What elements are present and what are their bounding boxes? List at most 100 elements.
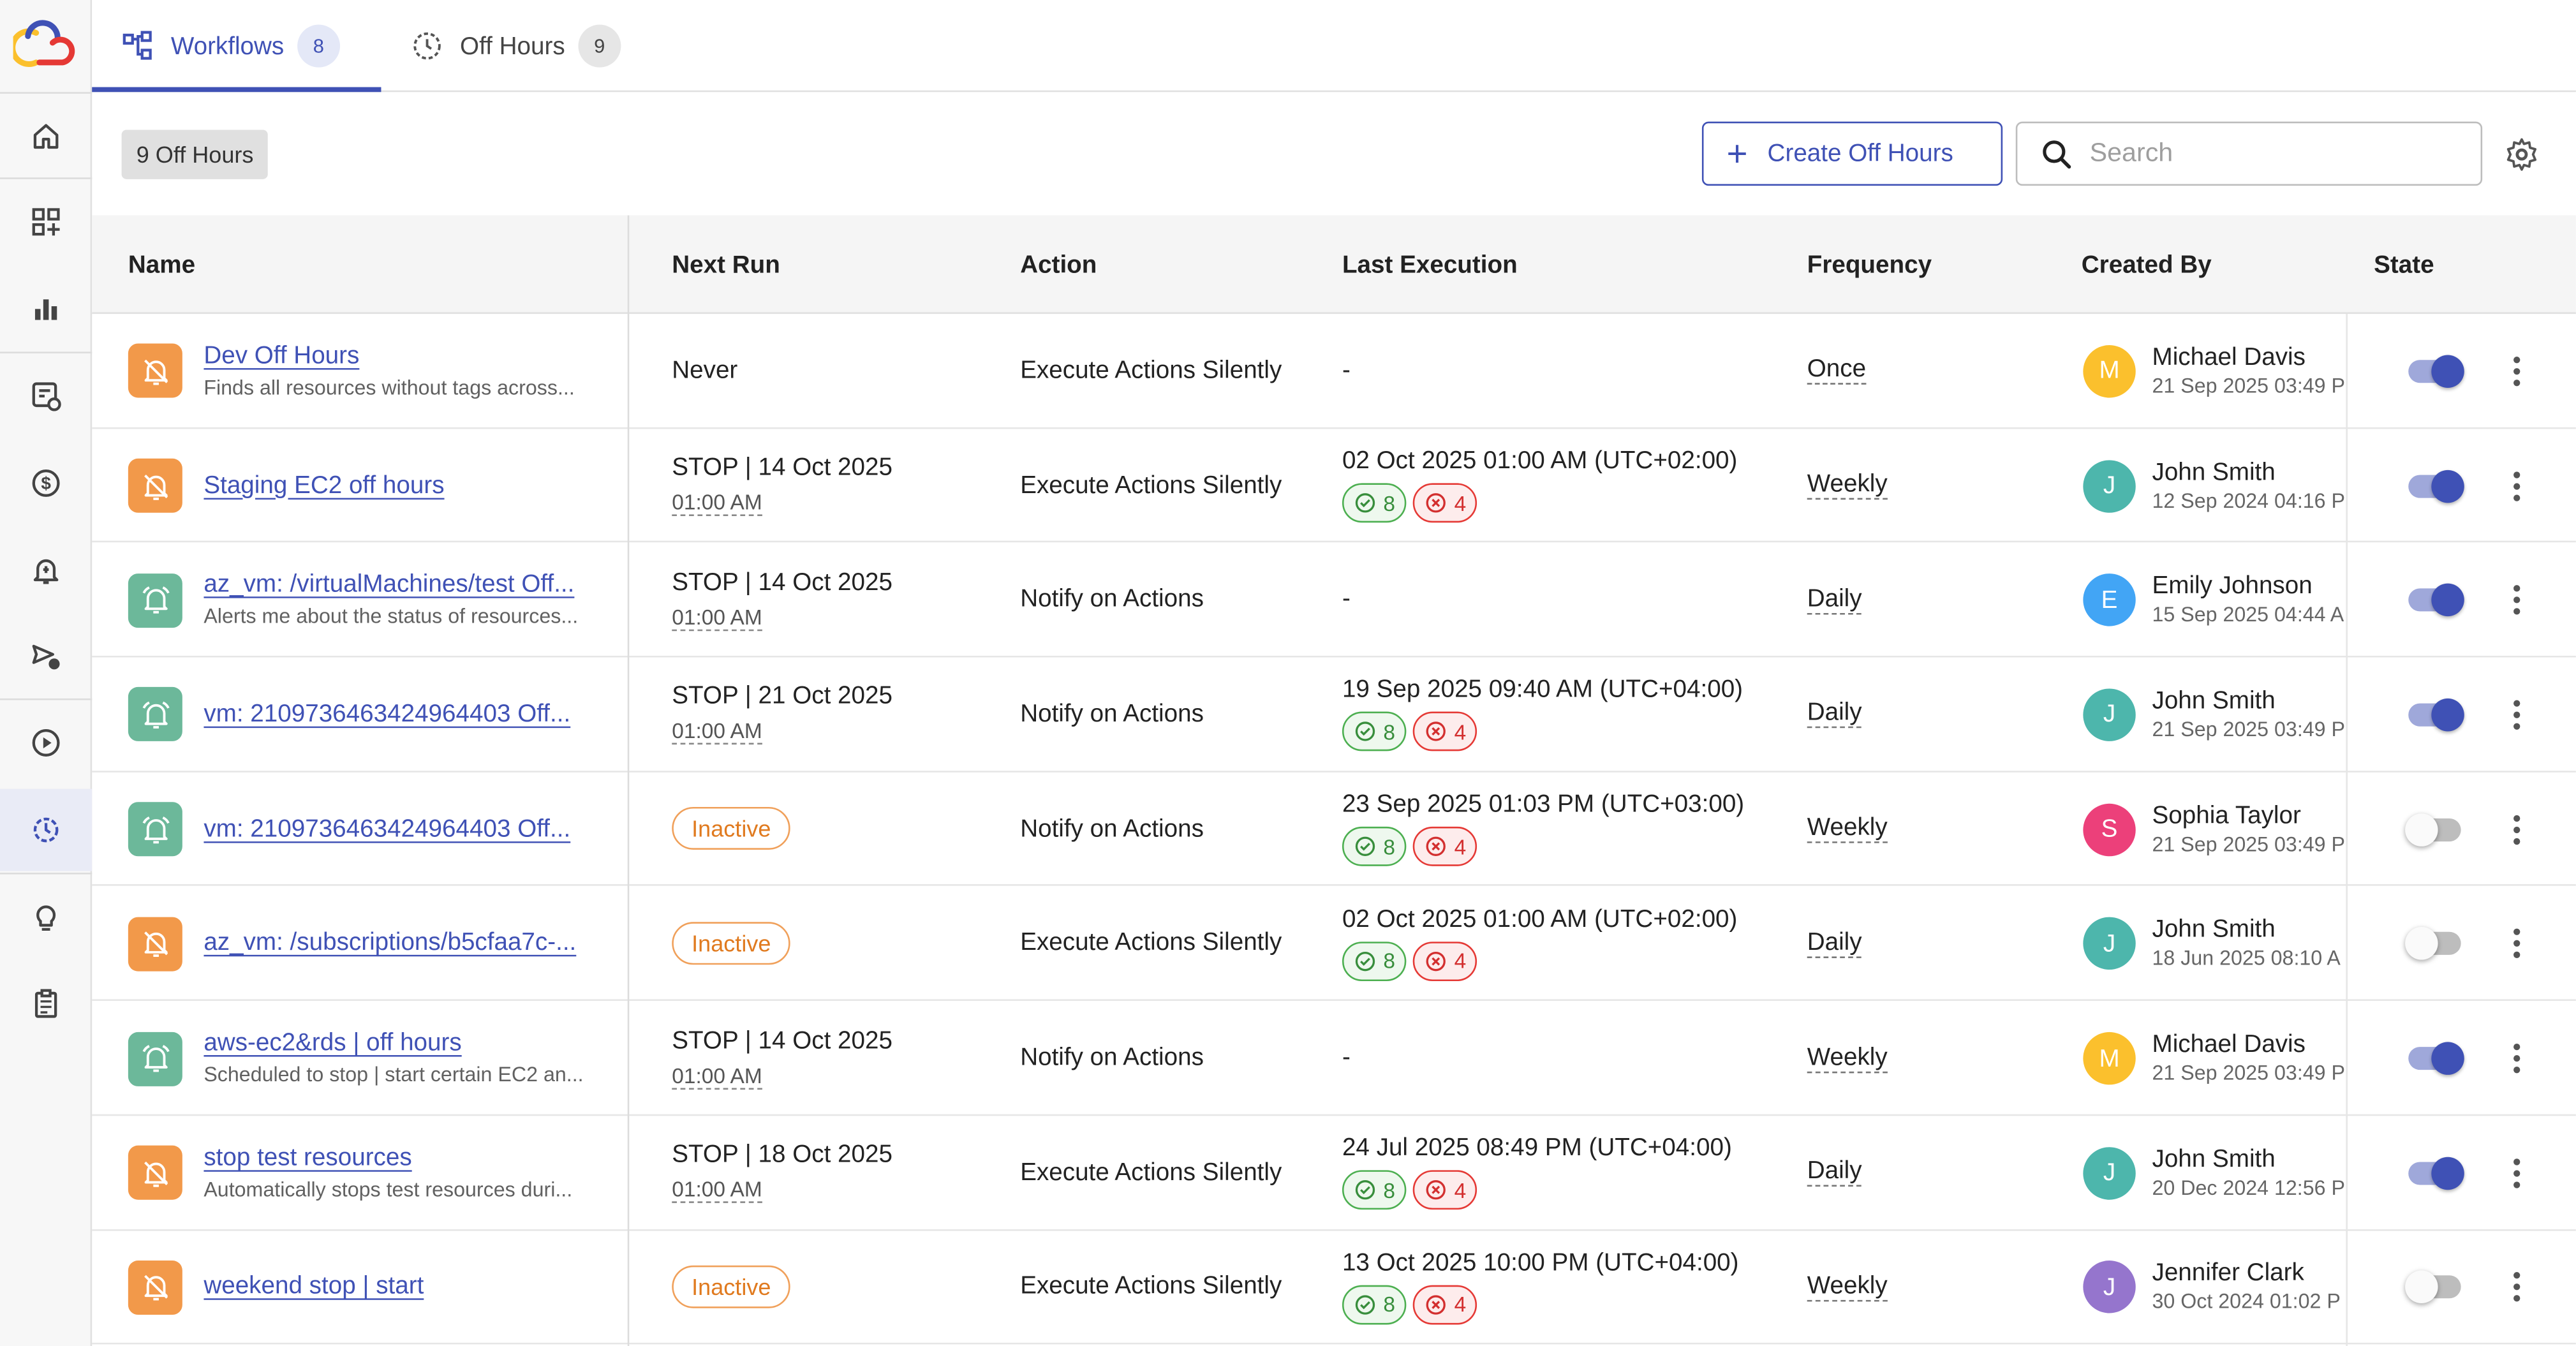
avatar: J — [2083, 1261, 2136, 1314]
off-hours-name-link[interactable]: weekend stop | start — [204, 1273, 424, 1301]
name-cell: aws-ec2&rds | off hours Scheduled to sto… — [204, 1001, 614, 1114]
state-toggle[interactable] — [2408, 355, 2464, 388]
nav-resources[interactable] — [0, 355, 92, 437]
table-row[interactable]: Dev Off Hours Finds all resources withou… — [92, 314, 2576, 429]
workflow-icon — [122, 31, 152, 60]
frequency-text: Daily — [1807, 584, 1862, 614]
off-hours-name-link[interactable]: Dev Off Hours — [204, 341, 360, 370]
state-toggle[interactable] — [2405, 927, 2461, 961]
state-toggle[interactable] — [2408, 584, 2464, 617]
state-toggle[interactable] — [2405, 1271, 2461, 1305]
failure-count-pill[interactable]: 4 — [1413, 712, 1478, 752]
state-toggle[interactable] — [2408, 1042, 2464, 1075]
column-header-created-by[interactable]: Created By — [2081, 250, 2212, 279]
table-row[interactable]: vm: 2109736463424964403 Off... Inactive … — [92, 772, 2576, 887]
column-header-state[interactable]: State — [2374, 250, 2434, 279]
success-count-pill[interactable]: 8 — [1342, 827, 1407, 867]
failure-count-pill[interactable]: 4 — [1413, 941, 1478, 981]
state-toggle[interactable] — [2408, 469, 2464, 503]
more-actions-icon[interactable] — [2504, 581, 2530, 620]
table-row[interactable]: az_vm: /subscriptions/b5cfaa7c-... Inact… — [92, 887, 2576, 1002]
last-execution-cell: 24 Jul 2025 08:49 PM (UTC+04:00) 8 4 — [1342, 1116, 1794, 1229]
nav-scheduled[interactable] — [0, 615, 92, 697]
success-count-pill[interactable]: 8 — [1342, 483, 1407, 523]
frequency-text: Once — [1807, 355, 1867, 385]
nav-runs[interactable] — [0, 702, 92, 784]
nav-home[interactable] — [0, 95, 92, 177]
settings-gear-icon[interactable] — [2504, 137, 2540, 173]
success-count-pill[interactable]: 8 — [1342, 1285, 1407, 1325]
next-run-cell: STOP | 14 Oct 2025 01:00 AM — [672, 543, 1000, 656]
failure-count-pill[interactable]: 4 — [1413, 1170, 1478, 1210]
check-circle-icon — [1355, 722, 1375, 742]
failure-count-pill[interactable]: 4 — [1413, 1285, 1478, 1325]
column-header-frequency[interactable]: Frequency — [1807, 250, 1932, 279]
workflow-type-icon — [128, 1146, 182, 1201]
success-count-pill[interactable]: 8 — [1342, 941, 1407, 981]
more-actions-icon[interactable] — [2504, 1153, 2530, 1193]
failure-count-pill[interactable]: 4 — [1413, 827, 1478, 867]
more-actions-icon[interactable] — [2504, 351, 2530, 391]
last-execution-cell: 02 Oct 2025 01:00 AM (UTC+02:00) 8 4 — [1342, 429, 1794, 542]
failure-count-pill[interactable]: 4 — [1413, 483, 1478, 523]
nav-off-hours[interactable] — [0, 788, 93, 871]
created-date: 20 Dec 2024 12:56 P — [2152, 1176, 2345, 1200]
nav-alerts[interactable] — [0, 529, 92, 612]
table-row[interactable]: weekend stop | start Inactive Execute Ac… — [92, 1231, 2576, 1345]
off-hours-name-link[interactable]: stop test resources — [204, 1143, 412, 1172]
failure-count: 4 — [1454, 1178, 1467, 1203]
nav-recommendations[interactable] — [0, 876, 92, 958]
off-hours-name-link[interactable]: vm: 2109736463424964403 Off... — [204, 700, 571, 728]
off-hours-icon — [33, 817, 59, 843]
table-row[interactable]: Staging EC2 off hours STOP | 14 Oct 2025… — [92, 429, 2576, 544]
off-hours-name-link[interactable]: aws-ec2&rds | off hours — [204, 1028, 462, 1057]
more-actions-icon[interactable] — [2504, 1268, 2530, 1307]
clipboard-icon — [34, 989, 57, 1018]
check-circle-icon — [1355, 1180, 1375, 1201]
avatar: J — [2083, 688, 2136, 741]
success-count-pill[interactable]: 8 — [1342, 712, 1407, 752]
off-hours-name-link[interactable]: az_vm: /virtualMachines/test Off... — [204, 570, 575, 599]
table-row[interactable]: aws-ec2&rds | off hours Scheduled to sto… — [92, 1001, 2576, 1116]
column-header-next-run[interactable]: Next Run — [672, 250, 780, 279]
off-hours-name-link[interactable]: Staging EC2 off hours — [204, 471, 445, 499]
more-actions-icon[interactable] — [2504, 924, 2530, 964]
nav-analytics[interactable] — [0, 268, 92, 350]
frequency-text: Weekly — [1807, 1043, 1888, 1073]
create-off-hours-button[interactable]: + Create Off Hours — [1701, 121, 2003, 186]
off-hours-name-link[interactable]: vm: 2109736463424964403 Off... — [204, 814, 571, 843]
table-row[interactable]: az_vm: /virtualMachines/test Off... Aler… — [92, 543, 2576, 658]
workflow-type-icon — [128, 573, 182, 628]
state-toggle[interactable] — [2408, 698, 2464, 732]
toggle-knob — [2431, 1157, 2464, 1190]
tab-workflows[interactable]: Workflows 8 — [122, 0, 340, 92]
nav-costs[interactable]: $ — [0, 442, 92, 524]
state-toggle[interactable] — [2405, 813, 2461, 846]
state-toggle[interactable] — [2408, 1157, 2464, 1190]
success-count-pill[interactable]: 8 — [1342, 1170, 1407, 1210]
table-row[interactable]: stop test resources Automatically stops … — [92, 1116, 2576, 1231]
toggle-knob — [2431, 355, 2464, 388]
column-header-name[interactable]: Name — [128, 250, 196, 279]
action-text: Notify on Actions — [1020, 585, 1204, 614]
more-actions-icon[interactable] — [2504, 1039, 2530, 1078]
table-row[interactable]: vm: 2109736463424964403 Off... STOP | 21… — [92, 658, 2576, 773]
nav-reports[interactable] — [0, 963, 92, 1046]
avatar: J — [2083, 1146, 2136, 1200]
more-actions-icon[interactable] — [2504, 810, 2530, 849]
nav-dashboards[interactable] — [0, 181, 92, 263]
cloud-logo[interactable] — [10, 20, 82, 72]
column-header-last-execution[interactable]: Last Execution — [1342, 250, 1518, 279]
column-header-action[interactable]: Action — [1020, 250, 1097, 279]
creator-name: Emily Johnson — [2152, 572, 2313, 600]
more-actions-icon[interactable] — [2504, 466, 2530, 505]
search-box[interactable] — [2015, 121, 2483, 186]
pinned-column-divider — [627, 215, 630, 1346]
created-by-cell: Emily Johnson 15 Sep 2025 04:44 A — [2152, 543, 2346, 656]
search-input[interactable] — [2089, 138, 2452, 169]
tab-off-hours[interactable]: Off Hours 9 — [411, 0, 621, 92]
more-actions-icon[interactable] — [2504, 695, 2530, 735]
svg-text:$: $ — [41, 473, 51, 493]
create-off-hours-label: Create Off Hours — [1767, 139, 1953, 168]
off-hours-name-link[interactable]: az_vm: /subscriptions/b5cfaa7c-... — [204, 929, 577, 958]
